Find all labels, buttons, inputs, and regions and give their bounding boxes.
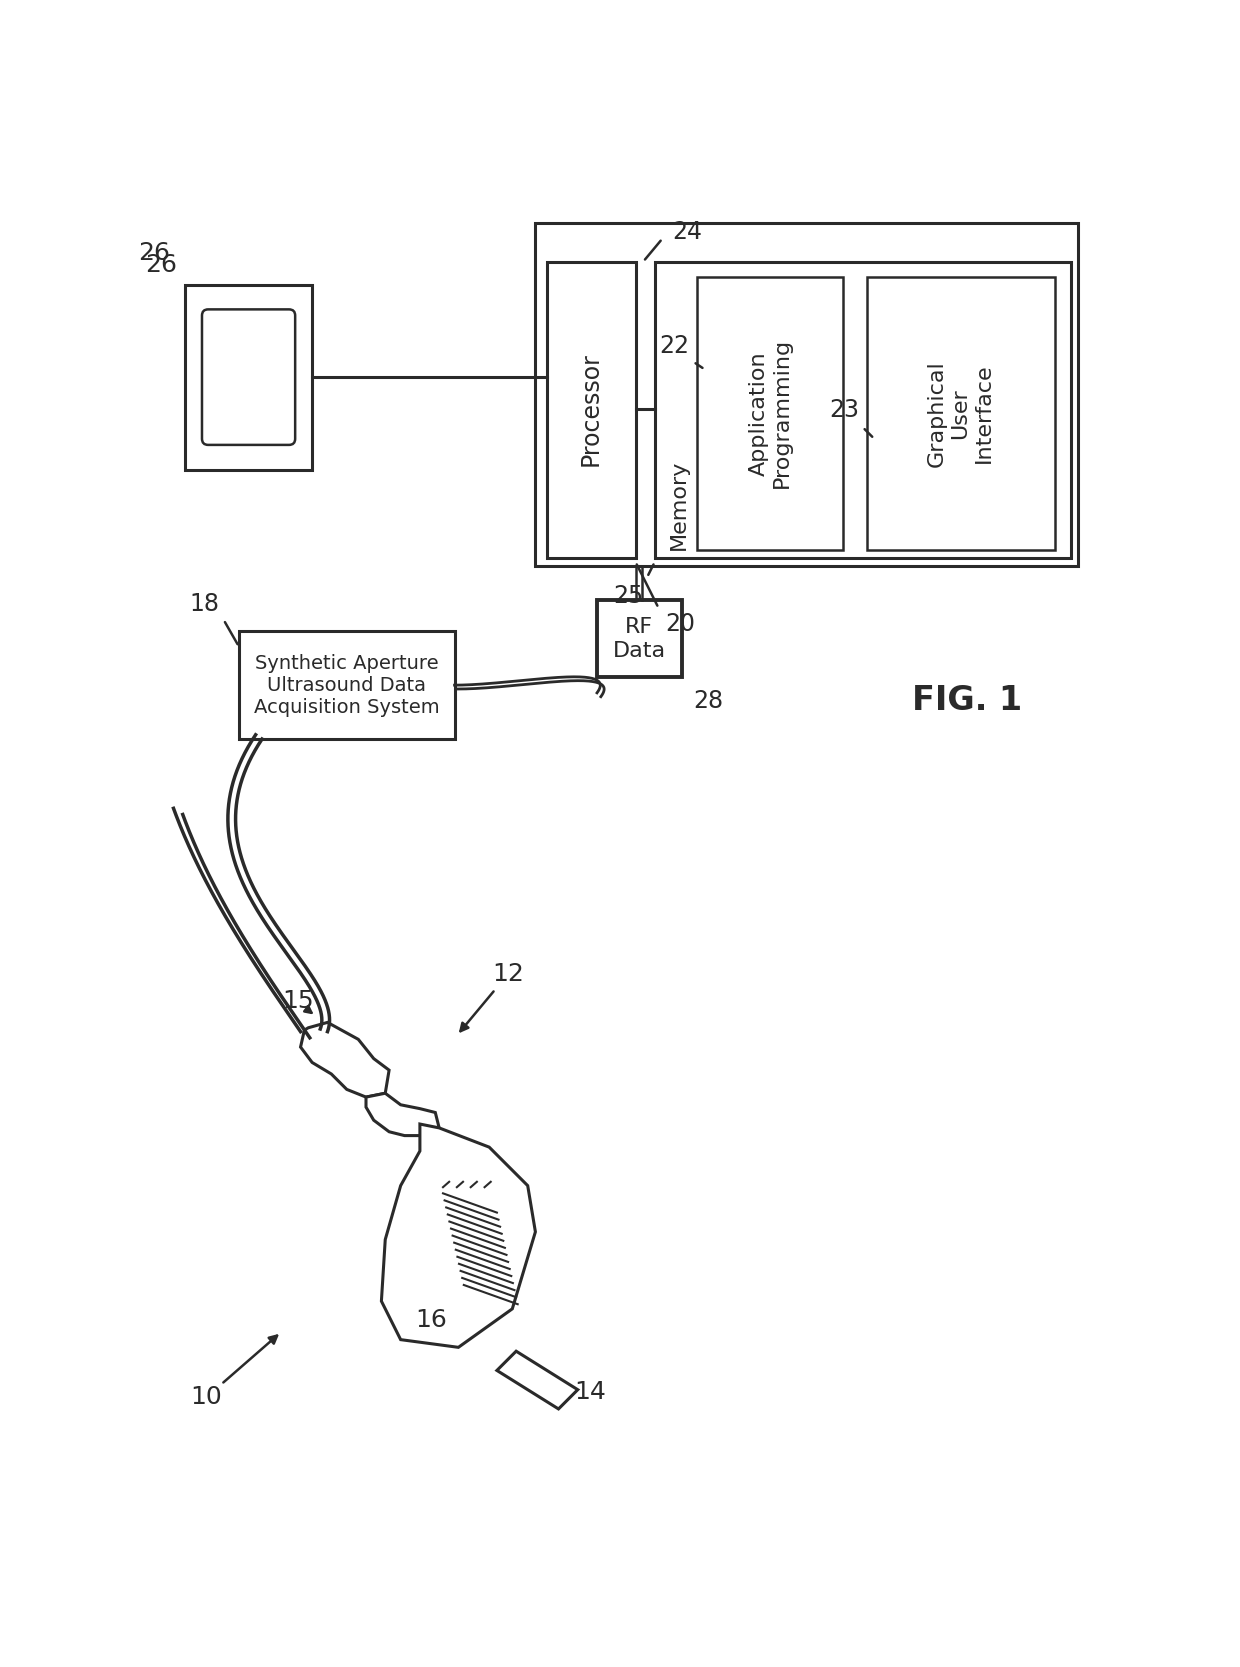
- Text: 12: 12: [492, 962, 525, 985]
- Text: 24: 24: [672, 220, 702, 245]
- FancyBboxPatch shape: [202, 310, 295, 445]
- Text: 25: 25: [613, 583, 644, 607]
- Bar: [185, 285, 312, 470]
- Polygon shape: [497, 1352, 578, 1409]
- Text: 26: 26: [138, 242, 170, 265]
- Text: 20: 20: [665, 612, 694, 637]
- Text: 23: 23: [828, 398, 859, 422]
- Bar: [697, 277, 843, 550]
- Text: 22: 22: [660, 333, 689, 358]
- Polygon shape: [382, 1124, 536, 1347]
- Bar: [596, 600, 682, 677]
- Bar: [239, 632, 455, 738]
- Bar: [655, 262, 1070, 558]
- Text: 16: 16: [415, 1309, 448, 1332]
- Text: Processor: Processor: [579, 352, 603, 467]
- Polygon shape: [300, 1022, 389, 1097]
- Text: 10: 10: [190, 1385, 222, 1409]
- Text: Memory: Memory: [668, 460, 688, 550]
- Bar: [547, 262, 635, 558]
- Text: 18: 18: [190, 592, 219, 615]
- Bar: [867, 277, 1055, 550]
- Polygon shape: [366, 1094, 439, 1135]
- Text: 15: 15: [283, 989, 314, 1014]
- Bar: [536, 223, 1079, 565]
- Text: 28: 28: [693, 688, 723, 713]
- Text: 14: 14: [574, 1380, 606, 1404]
- Text: RF
Data: RF Data: [613, 617, 666, 660]
- Text: Application
Programming: Application Programming: [749, 338, 792, 488]
- Text: Synthetic Aperture
Ultrasound Data
Acquisition System: Synthetic Aperture Ultrasound Data Acqui…: [254, 653, 439, 717]
- Text: 26: 26: [145, 253, 177, 277]
- Text: Graphical
User
Interface: Graphical User Interface: [928, 360, 993, 467]
- Text: FIG. 1: FIG. 1: [911, 683, 1022, 717]
